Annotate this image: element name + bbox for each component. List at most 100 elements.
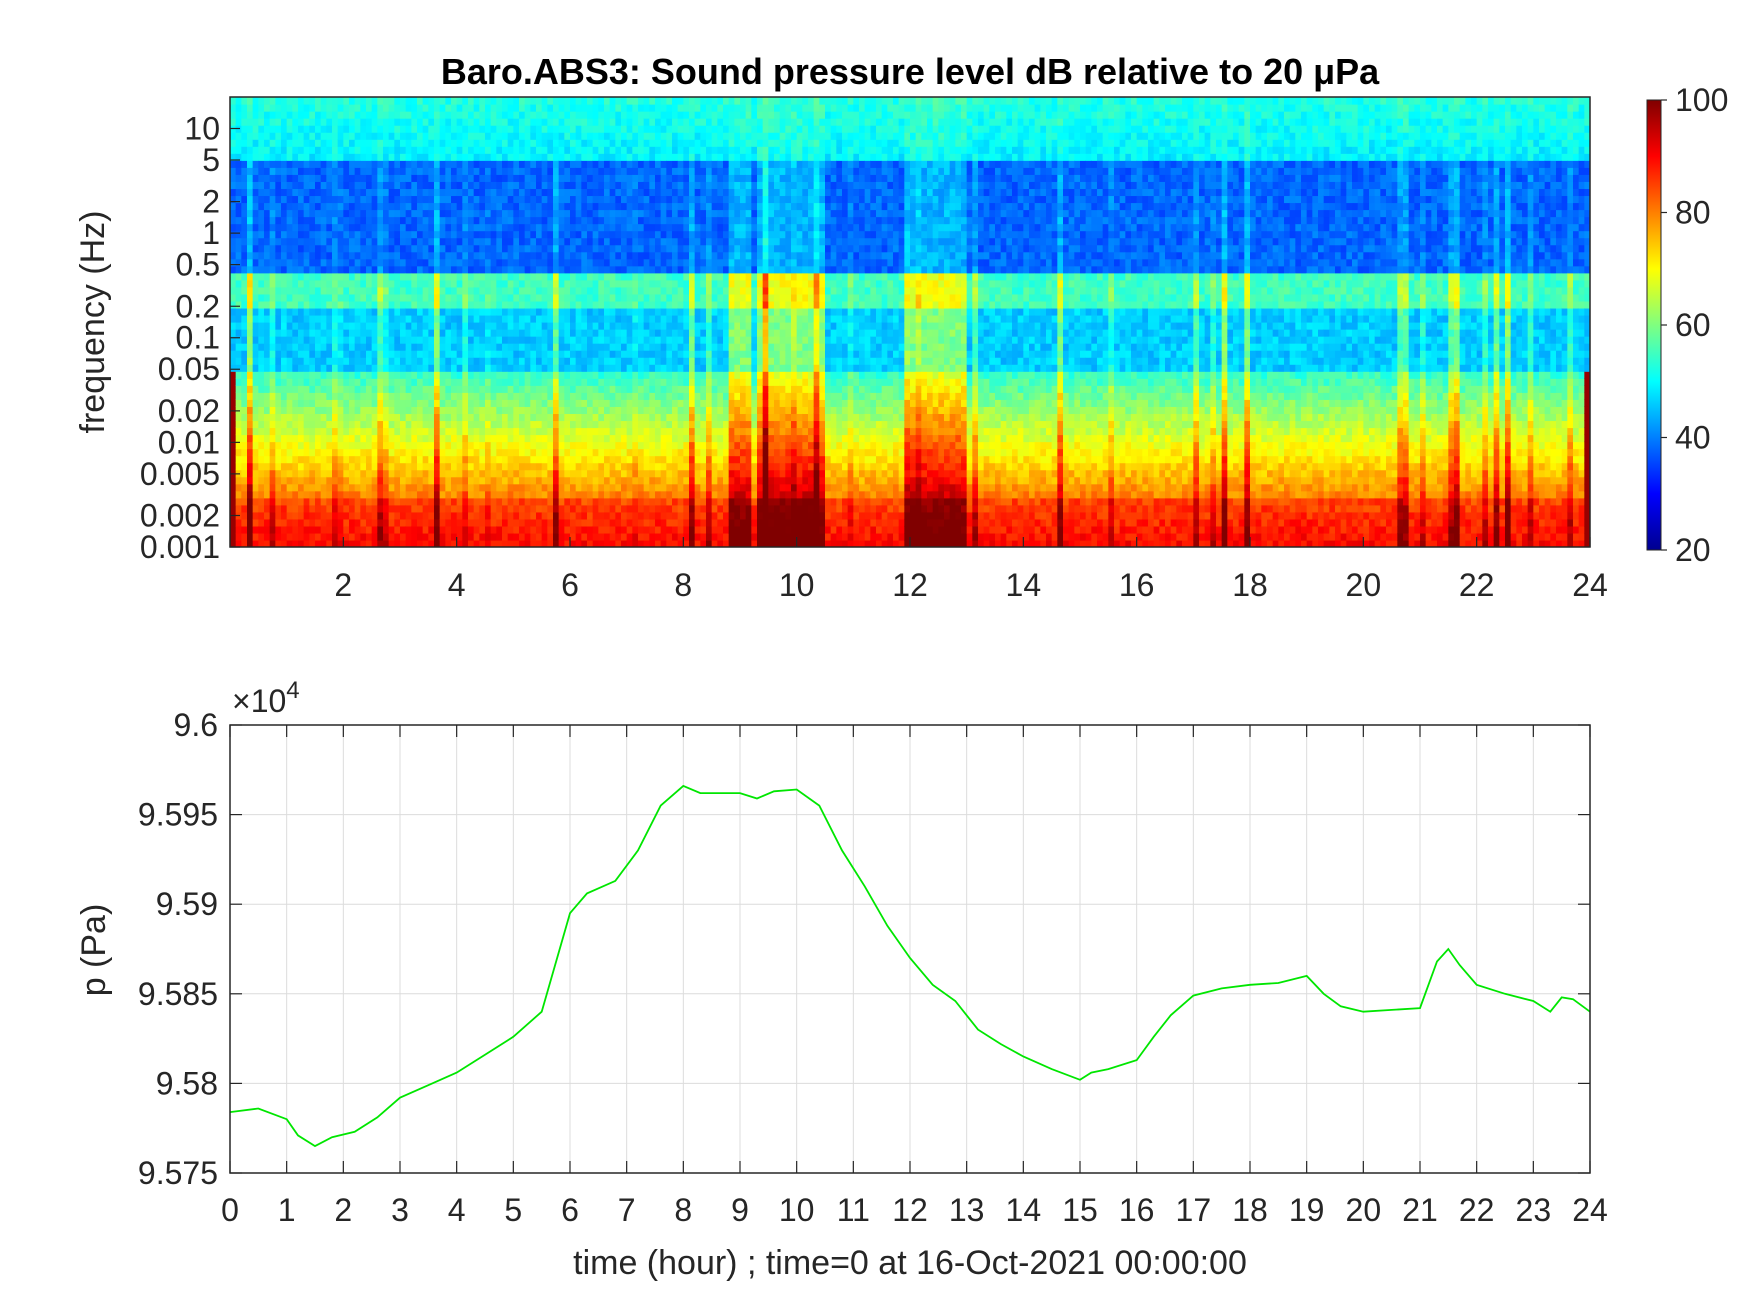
heatmap-cell [621, 420, 628, 429]
heatmap-cell [360, 504, 367, 513]
heatmap-cell [309, 167, 316, 175]
heatmap-cell [462, 300, 469, 309]
heatmap-cell [315, 195, 322, 204]
heatmap-cell [235, 532, 242, 541]
heatmap-cell [462, 258, 469, 267]
heatmap-cell [451, 371, 458, 379]
heatmap-cell [411, 139, 418, 147]
heatmap-cell [405, 104, 412, 112]
heatmap-cell [536, 104, 543, 112]
heatmap-cell [524, 174, 531, 182]
heatmap-cell [609, 195, 616, 204]
heatmap-cell [649, 518, 656, 527]
heatmap-cell [643, 160, 650, 168]
heatmap-cell [383, 364, 390, 372]
heatmap-cell [666, 272, 673, 281]
heatmap-cell [428, 490, 435, 499]
heatmap-cell [303, 406, 310, 415]
heatmap-cell [479, 476, 486, 485]
heatmap-cell [337, 427, 344, 436]
heatmap-cell [286, 293, 293, 302]
heatmap-cell [655, 343, 662, 351]
heatmap-cell [632, 272, 639, 281]
heatmap-cell [655, 188, 662, 197]
heatmap-cell [235, 518, 242, 527]
heatmap-cell [564, 483, 571, 492]
heatmap-cell [326, 202, 333, 211]
heatmap-cell [638, 195, 645, 204]
heatmap-cell [660, 322, 667, 330]
heatmap-cell [337, 300, 344, 309]
heatmap-cell [547, 97, 554, 105]
heatmap-cell [598, 258, 605, 267]
heatmap-cell [269, 462, 276, 471]
heatmap-cell [388, 237, 395, 246]
heatmap-cell [286, 237, 293, 246]
heatmap-cell [604, 146, 611, 154]
heatmap-cell [524, 532, 531, 541]
heatmap-cell [655, 132, 662, 140]
heatmap-cell [281, 392, 288, 400]
heatmap-cell [609, 272, 616, 281]
heatmap-cell [394, 111, 401, 119]
heatmap-cell [626, 279, 633, 288]
heatmap-cell [281, 490, 288, 499]
heatmap-cell [615, 448, 622, 457]
heatmap-cell [615, 532, 622, 541]
heatmap-cell [292, 413, 299, 422]
heatmap-cell [349, 504, 356, 513]
heatmap-cell [428, 343, 435, 351]
heatmap-cell [241, 427, 248, 436]
heatmap-cell [371, 118, 378, 126]
heatmap-cell [235, 195, 242, 204]
heatmap-cell [649, 427, 656, 436]
heatmap-cell [587, 125, 594, 133]
heatmap-cell [643, 399, 650, 407]
heatmap-cell [462, 525, 469, 534]
heatmap-cell [598, 357, 605, 365]
heatmap-cell [558, 441, 565, 450]
heatmap-cell [235, 167, 242, 175]
heatmap-cell [468, 125, 475, 133]
heatmap-cell [530, 518, 537, 527]
heatmap-cell [343, 279, 350, 288]
heatmap-cell [660, 511, 667, 520]
heatmap-cell [547, 336, 554, 344]
heatmap-cell [507, 364, 514, 372]
heatmap-cell [434, 532, 441, 541]
heatmap-cell [451, 223, 458, 232]
heatmap-cell [655, 532, 662, 541]
heatmap-cell [609, 223, 616, 232]
heatmap-cell [604, 406, 611, 415]
heatmap-cell [337, 357, 344, 365]
heatmap-cell [388, 364, 395, 372]
heatmap-cell [485, 441, 492, 450]
heatmap-cell [598, 399, 605, 407]
heatmap-cell [439, 258, 446, 267]
heatmap-cell [422, 195, 429, 204]
heatmap-cell [366, 188, 373, 197]
heatmap-cell [326, 293, 333, 302]
heatmap-cell [434, 300, 441, 309]
heatmap-cell [235, 322, 242, 330]
heatmap-cell [632, 230, 639, 239]
heatmap-cell [422, 230, 429, 239]
heatmap-cell [655, 251, 662, 260]
heatmap-cell [604, 322, 611, 330]
heatmap-cell [485, 258, 492, 267]
heatmap-cell [281, 343, 288, 351]
heatmap-cell [524, 300, 531, 309]
heatmap-cell [490, 286, 497, 295]
heatmap-cell [292, 357, 299, 365]
heatmap-cell [609, 160, 616, 168]
heatmap-cell [343, 97, 350, 105]
heatmap-cell [507, 385, 514, 393]
heatmap-cell [485, 462, 492, 471]
heatmap-cell [621, 265, 628, 274]
heatmap-cell [400, 343, 407, 351]
heatmap-cell [281, 293, 288, 302]
heatmap-cell [371, 525, 378, 534]
heatmap-cell [609, 399, 616, 407]
heatmap-cell [343, 364, 350, 372]
heatmap-cell [326, 483, 333, 492]
